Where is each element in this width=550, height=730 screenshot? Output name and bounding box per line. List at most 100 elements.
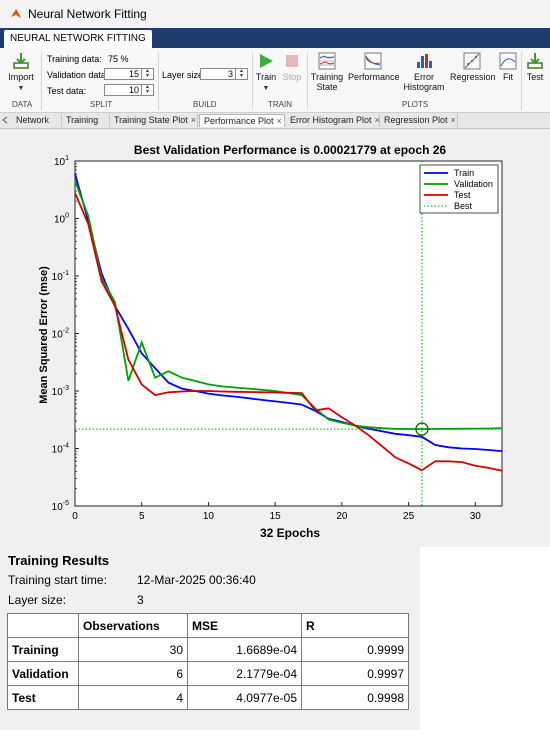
chevron-left-icon[interactable] xyxy=(2,116,8,124)
train-button[interactable]: Train ▼ xyxy=(254,52,278,92)
performance-chart[interactable]: Best Validation Performance is 0.0002177… xyxy=(0,129,550,547)
plot-axes-box xyxy=(74,160,503,507)
stop-button[interactable]: Stop xyxy=(280,52,304,82)
tab-performance-plot[interactable]: Performance Plot × xyxy=(199,114,285,127)
row-label: Training xyxy=(7,637,79,662)
series-line-train xyxy=(74,173,503,452)
close-icon[interactable]: × xyxy=(276,116,282,126)
spinner-arrows-icon[interactable]: ▲ ▼ xyxy=(141,69,153,79)
group-label-train: TRAIN xyxy=(268,100,292,109)
observations-cell: 4 xyxy=(78,685,188,710)
fit-button[interactable]: Fit xyxy=(497,52,519,82)
r-cell: 0.9997 xyxy=(301,661,409,686)
close-icon[interactable]: × xyxy=(190,115,196,125)
fit-plot-icon xyxy=(499,52,517,70)
legend-label: Train xyxy=(454,168,474,178)
x-tick-label: 10 xyxy=(203,511,215,522)
matlab-logo-icon xyxy=(11,9,21,18)
r-cell: 0.9999 xyxy=(301,637,409,662)
tab-network[interactable]: Network xyxy=(12,114,62,127)
table-row: Validation 6 2.1779e-04 0.9997 xyxy=(7,661,409,686)
training-data-value: 75 % xyxy=(108,54,129,64)
mse-cell: 2.1779e-04 xyxy=(187,661,302,686)
table-row: Test 4 4.0977e-05 0.9998 xyxy=(7,685,409,710)
row-label: Validation xyxy=(7,661,79,686)
row-label: Test xyxy=(7,685,79,710)
results-table: Observations MSE R Training 30 1.6689e-0… xyxy=(7,613,409,710)
group-label-split: SPLIT xyxy=(90,100,113,109)
ribbon-toolstrip: Import ▼ DATA Training data: 75 % Validat… xyxy=(0,48,550,113)
legend-label: Test xyxy=(454,190,471,200)
x-tick-label: 15 xyxy=(270,511,282,522)
y-tick-label: 10-5 xyxy=(52,500,69,513)
close-icon[interactable]: × xyxy=(374,115,380,125)
regression-plot-icon xyxy=(463,52,481,70)
test-icon xyxy=(527,53,543,69)
tab-training[interactable]: Training xyxy=(62,114,110,127)
window-title: Neural Network Fitting xyxy=(28,7,147,21)
table-row: Training 30 1.6689e-04 0.9999 xyxy=(7,637,409,662)
x-tick-label: 0 xyxy=(72,511,78,522)
test-button[interactable]: Test xyxy=(524,52,546,82)
y-tick-label: 10-1 xyxy=(52,270,69,283)
y-axis-label: Mean Squared Error (mse) xyxy=(38,266,50,404)
group-label-data: DATA xyxy=(12,100,33,109)
table-header: R xyxy=(301,613,409,638)
x-tick-label: 25 xyxy=(403,511,415,522)
performance-button[interactable]: Performance xyxy=(348,52,400,82)
start-time-label: Training start time: xyxy=(8,573,107,587)
observations-cell: 30 xyxy=(78,637,188,662)
legend-label: Validation xyxy=(454,179,493,189)
layer-size-result-value: 3 xyxy=(137,593,144,607)
axis-ticks: 0 5 10 15 20 25 30 101 100 10-1 10-2 10-3 10-4 10-5 xyxy=(52,155,482,522)
ribbon-divider xyxy=(521,52,522,110)
x-tick-label: 5 xyxy=(139,511,145,522)
training-results-panel: Training Results Training start time: 12… xyxy=(0,547,420,730)
spinner-arrows-icon[interactable]: ▲ ▼ xyxy=(141,85,153,95)
observations-cell: 6 xyxy=(78,661,188,686)
error-histogram-button[interactable]: Error Histogram xyxy=(402,52,446,92)
spinner-arrows-icon[interactable]: ▲ ▼ xyxy=(235,69,247,79)
x-axis-label: 32 Epochs xyxy=(260,526,320,540)
start-time-value: 12-Mar-2025 00:36:40 xyxy=(137,573,256,587)
table-header-row: Observations MSE R xyxy=(7,613,409,638)
layer-size-result-label: Layer size: xyxy=(8,593,67,607)
table-header: Observations xyxy=(78,613,188,638)
test-data-spinner[interactable]: 10 ▲ ▼ xyxy=(104,84,154,96)
mse-cell: 1.6689e-04 xyxy=(187,637,302,662)
regression-button[interactable]: Regression xyxy=(450,52,496,82)
training-state-plot-icon xyxy=(318,52,336,70)
y-tick-label: 100 xyxy=(54,213,69,226)
y-tick-label: 10-2 xyxy=(52,328,69,341)
group-label-build: BUILD xyxy=(193,100,217,109)
performance-plot-icon xyxy=(364,52,382,70)
performance-plot-pane: Best Validation Performance is 0.0002177… xyxy=(0,129,550,547)
window-titlebar: Neural Network Fitting xyxy=(0,0,550,28)
play-icon xyxy=(260,54,273,68)
error-histogram-icon xyxy=(417,54,432,68)
ribbon-divider xyxy=(158,52,159,110)
document-tab-bar: Network Training Training State Plot × Pe… xyxy=(0,113,550,129)
stop-icon xyxy=(286,55,298,67)
import-button[interactable]: Import ▼ xyxy=(6,52,36,92)
legend-label: Best xyxy=(454,201,473,211)
layer-size-label: Layer size: xyxy=(162,70,206,80)
validation-data-spinner[interactable]: 15 ▲ ▼ xyxy=(104,68,154,80)
import-icon xyxy=(13,53,29,69)
training-state-button[interactable]: Training State xyxy=(310,52,344,92)
test-data-label: Test data: xyxy=(47,86,87,96)
y-tick-label: 101 xyxy=(54,155,69,168)
tab-regression-plot[interactable]: Regression Plot × xyxy=(380,114,458,127)
chart-title: Best Validation Performance is 0.0002177… xyxy=(134,143,446,157)
x-tick-label: 20 xyxy=(336,511,348,522)
tab-neural-network-fitting[interactable]: NEURAL NETWORK FITTING xyxy=(4,30,152,48)
mse-cell: 4.0977e-05 xyxy=(187,685,302,710)
group-label-plots: PLOTS xyxy=(402,100,429,109)
validation-data-label: Validation data: xyxy=(47,70,109,80)
layer-size-spinner[interactable]: 3 ▲ ▼ xyxy=(200,68,248,80)
close-icon[interactable]: × xyxy=(450,115,456,125)
tab-error-histogram-plot[interactable]: Error Histogram Plot × xyxy=(286,114,380,127)
y-tick-label: 10-3 xyxy=(52,385,69,398)
tab-training-state-plot[interactable]: Training State Plot × xyxy=(110,114,198,127)
